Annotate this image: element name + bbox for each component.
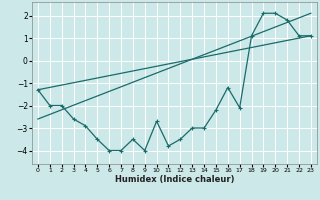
X-axis label: Humidex (Indice chaleur): Humidex (Indice chaleur) xyxy=(115,175,234,184)
